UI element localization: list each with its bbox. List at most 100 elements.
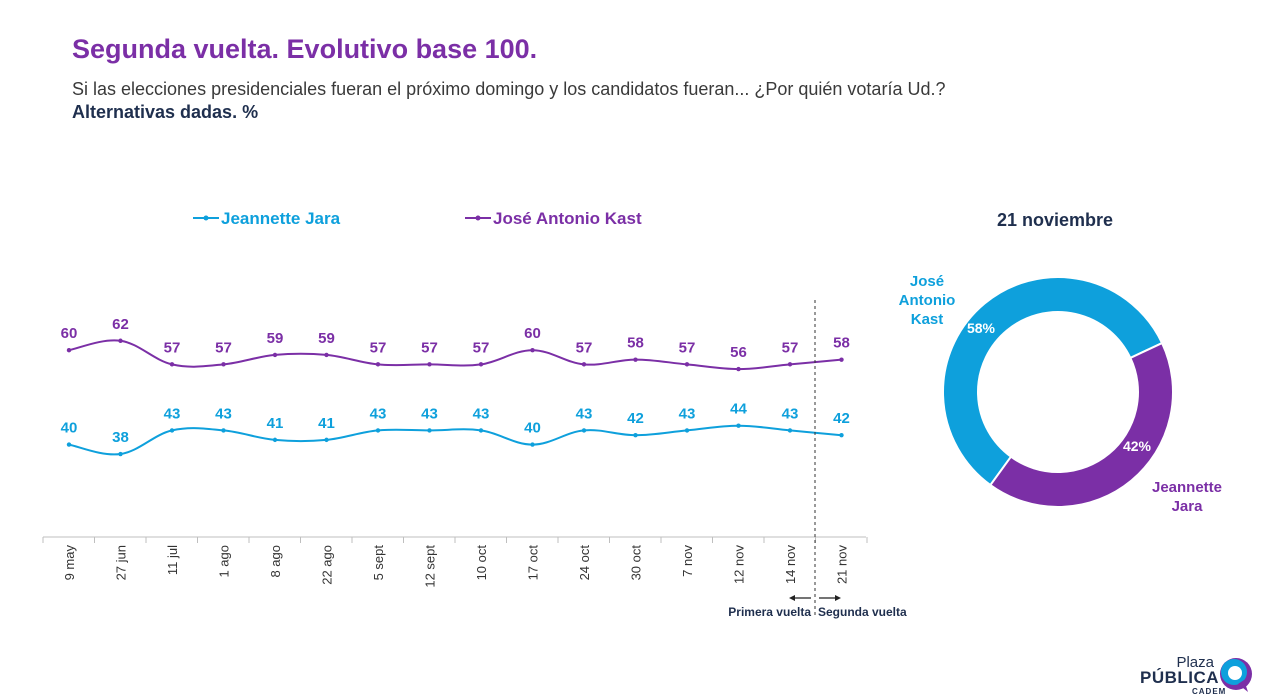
donut-title: 21 noviembre [997,210,1113,230]
kast-point [478,362,484,367]
kast-data-label: 57 [679,339,696,356]
chart-subtitle-bold: Alternativas dadas. % [72,102,259,122]
kast-point [736,366,741,372]
logo-speech-bubble-icon [1220,658,1252,692]
kast-point [221,362,226,367]
jara-point [633,432,638,438]
arrow-right-head [835,595,841,601]
x-tick-label: 12 nov [732,545,747,585]
kast-point [118,338,123,343]
jara-point [375,428,381,433]
jara-point [684,428,690,433]
logo-line1: Plaza [1176,654,1214,671]
kast-data-label: 57 [215,339,232,356]
jara-data-label: 40 [524,420,541,437]
kast-data-label: 59 [267,330,284,347]
kast-point [375,362,381,367]
x-tick-label: 14 nov [783,545,798,585]
jara-point [324,437,329,443]
kast-point [684,362,690,367]
jara-point [736,423,741,428]
kast-data-label: 57 [576,339,593,356]
jara-series-line [68,424,842,456]
jara-slice-name-label: Jeannette [1152,479,1222,496]
kast-slice-name-label: Antonio [899,292,956,309]
kast-point [272,352,278,358]
jara-data-label: 43 [473,405,490,422]
kast-data-label: 56 [730,344,747,361]
jara-data-label: 43 [782,405,799,422]
chart-subtitle: Si las elecciones presidenciales fueran … [72,79,946,99]
jara-point [581,428,587,433]
x-tick-label: 8 ago [268,545,283,578]
kast-point [66,348,72,353]
line-chart: 40 38 43 43 41 41 43 43 43 40 43 42 43 44 43 42 60 62 57 57… [61,316,850,457]
jara-point [272,437,278,443]
donut-chart: 21 noviembre 58% José Antonio Kast 42% Jeannet… [899,210,1222,515]
kast-data-label: 57 [473,339,490,356]
logo-line3: CADEM [1192,687,1227,696]
kast-data-label: 62 [112,316,129,333]
x-tick-label: 5 sept [371,545,386,581]
jara-data-label: 43 [215,405,232,422]
kast-data-label: 57 [421,339,438,356]
x-tick-label: 11 jul [165,545,180,575]
jara-point [66,442,72,447]
jara-point [787,428,793,433]
kast-point [427,362,432,367]
x-tick-label: 7 nov [680,545,695,577]
jara-data-label: 43 [576,405,593,422]
kast-data-label: 59 [318,330,335,347]
jara-data-label: 41 [267,415,284,432]
kast-slice-name-label: José [910,273,944,290]
kast-data-label: 57 [370,339,387,356]
x-tick-label: 24 oct [577,545,592,581]
x-axis: 9 may 27 jun 11 jul 1 ago 8 ago 22 ago 5 sept 1… [42,536,868,588]
kast-slice-value-label: 58% [967,320,996,336]
x-tick-label: 1 ago [217,545,232,578]
kast-data-label: 60 [524,325,541,342]
kast-point [530,348,535,353]
jara-data-label: 44 [730,401,747,418]
kast-donut-slice [942,276,1164,487]
kast-legend-marker [475,215,481,221]
jara-point [478,428,484,433]
kast-point [169,362,175,367]
x-tick-label: 22 ago [320,545,335,585]
kast-data-label: 60 [61,325,78,342]
jara-data-label: 41 [318,415,335,432]
jara-point [221,428,226,433]
line-chart-legend: Jeannette Jara José Antonio Kast [193,209,642,228]
kast-series-line [68,339,842,371]
jara-data-label: 43 [679,405,696,422]
jara-data-label: 42 [627,410,644,427]
jara-legend-label: Jeannette Jara [221,209,341,228]
jara-data-label: 38 [112,429,129,446]
jara-point [839,432,844,438]
x-tick-label: 9 may [62,545,77,581]
x-tick-label: 17 oct [526,545,541,581]
jara-legend-marker [203,215,209,221]
jara-data-label: 43 [164,405,181,422]
jara-point [427,428,432,433]
x-tick-label: 27 jun [114,545,129,580]
kast-point [581,362,587,367]
kast-data-label: 58 [627,335,644,352]
jara-donut-slice [989,341,1174,509]
kast-slice-name-label: Kast [911,311,944,328]
jara-slice-value-label: 42% [1123,438,1152,454]
kast-legend-label: José Antonio Kast [493,209,642,228]
kast-point [633,357,638,362]
x-tick-label: 10 oct [474,545,489,581]
kast-data-label: 57 [782,339,799,356]
jara-data-label: 43 [421,405,438,422]
arrow-left-head [789,595,795,601]
jara-data-label: 42 [833,410,850,427]
kast-data-label: 57 [164,339,181,356]
page-title: Segunda vuelta. Evolutivo base 100. [72,34,538,64]
logo-line2: PÚBLICA [1140,668,1220,687]
first-round-label: Primera vuelta [728,605,811,619]
x-tick-label: 30 oct [629,545,644,581]
x-tick-label: 21 nov [835,545,850,585]
